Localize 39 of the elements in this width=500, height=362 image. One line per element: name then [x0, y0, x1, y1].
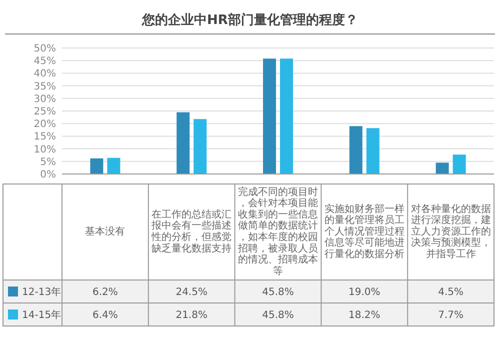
x-tick-label: 基本没有 — [85, 225, 126, 238]
bar — [452, 154, 466, 174]
y-tick-label: 10% — [34, 144, 56, 156]
bar — [349, 126, 362, 174]
chart-title: 您的企业中HR部门量化管理的程度？ — [141, 12, 358, 28]
y-tick-label: 15% — [34, 132, 56, 143]
data-label: 18.2% — [348, 310, 380, 321]
bar — [194, 119, 207, 174]
y-tick-label: 0% — [40, 170, 56, 180]
data-label: 21.8% — [176, 310, 208, 321]
bar — [366, 128, 380, 174]
x-tick-label: 在工作的总结或汇报中会有一些描述性的分析，但感觉缺乏量化数据支持 — [150, 208, 232, 254]
legend-label: 12-13年 — [22, 286, 62, 298]
y-tick-label: 35% — [34, 81, 56, 92]
data-label: 6.2% — [92, 287, 118, 298]
data-label: 7.7% — [438, 310, 464, 321]
y-tick-label: 50% — [34, 44, 56, 54]
data-label: 6.4% — [92, 310, 118, 321]
bar — [90, 158, 104, 174]
bar — [107, 158, 120, 174]
y-tick-label: 20% — [34, 119, 56, 130]
y-tick-label: 25% — [34, 106, 56, 118]
x-tick-label: 完成不同的项目时，会针对本项目能收集到的一些信息做简单的数据统计，如本年度的校园招聘，被录取人员的情况、招聘成本等 — [237, 186, 318, 277]
bar — [436, 162, 449, 174]
x-tick-label: 对各种量化的数据进行深度挖掘，建立人力资源工作的决策与预测模型，并指导工作 — [410, 202, 491, 260]
y-tick-label: 40% — [34, 68, 56, 80]
data-label: 24.5% — [176, 287, 208, 298]
y-tick-label: 45% — [34, 56, 56, 68]
bar — [176, 112, 190, 174]
y-tick-label: 5% — [40, 156, 56, 168]
bar — [263, 58, 276, 174]
y-tick-label: 30% — [34, 94, 56, 105]
data-label: 19.0% — [348, 287, 380, 298]
data-label: 4.5% — [438, 287, 464, 298]
x-tick-label: 实施如财务部一样的量化管理将员工个人情况管理过程信息等尽可能地进行量化的数据分析 — [324, 202, 404, 260]
data-label: 45.8% — [262, 310, 294, 321]
bar — [280, 58, 293, 174]
legend-label: 14-15年 — [22, 309, 62, 321]
data-label: 45.8% — [262, 287, 294, 298]
